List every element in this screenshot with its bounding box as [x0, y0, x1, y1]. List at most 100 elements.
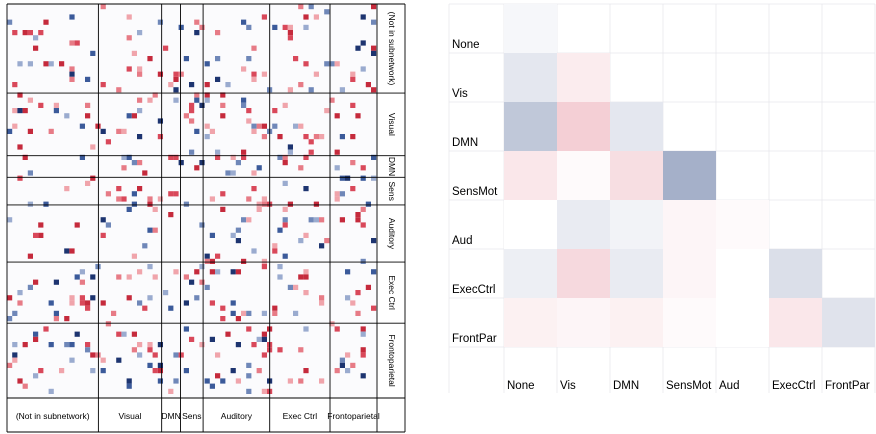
matrix-cell	[74, 222, 80, 228]
matrix-cell	[69, 66, 75, 72]
matrix-cell	[147, 56, 153, 62]
matrix-cell	[137, 108, 143, 114]
matrix-cell	[90, 144, 96, 150]
matrix-cell	[293, 284, 299, 290]
summary-cell	[557, 200, 610, 249]
matrix-cell	[303, 326, 309, 332]
matrix-cell	[22, 108, 28, 114]
matrix-cell	[173, 378, 179, 384]
matrix-cell	[256, 206, 262, 212]
matrix-cell	[241, 154, 247, 160]
matrix-cell	[230, 232, 236, 238]
matrix-cell	[85, 113, 91, 119]
matrix-cell	[345, 269, 351, 275]
matrix-cell	[360, 347, 366, 353]
matrix-cell	[27, 170, 33, 176]
matrix-cell	[111, 310, 117, 316]
matrix-cell	[183, 368, 189, 374]
matrix-cell	[157, 71, 163, 77]
matrix-cell	[173, 154, 179, 160]
matrix-cell	[287, 149, 293, 155]
matrix-cell	[235, 160, 241, 166]
matrix-cell	[272, 108, 278, 114]
matrix-cell	[173, 71, 179, 77]
matrix-cell	[209, 196, 215, 202]
matrix-cell	[121, 154, 127, 160]
matrix-cell	[261, 134, 267, 140]
matrix-cell	[163, 290, 169, 296]
matrix-cell	[142, 170, 148, 176]
matrix-cell	[33, 336, 39, 342]
matrix-cell	[199, 160, 205, 166]
matrix-cell	[204, 123, 210, 129]
matrix-cell	[183, 201, 189, 207]
matrix-cell	[142, 243, 148, 249]
summary-cell	[610, 249, 663, 298]
matrix-cell	[85, 342, 91, 348]
matrix-cell	[334, 113, 340, 119]
matrix-cell	[189, 102, 195, 108]
matrix-cell	[360, 258, 366, 264]
matrix-cell	[147, 362, 153, 368]
matrix-cell	[360, 165, 366, 171]
matrix-cell	[33, 331, 39, 337]
matrix-cell	[194, 19, 200, 25]
matrix-cell	[126, 378, 132, 384]
matrix-cell	[215, 253, 221, 259]
matrix-cell	[131, 331, 137, 337]
matrix-cell	[339, 217, 345, 223]
matrix-cell	[100, 368, 106, 374]
matrix-cell	[355, 113, 361, 119]
matrix-cell	[371, 175, 377, 181]
row-label: FrontPar	[452, 333, 497, 345]
matrix-cell	[147, 295, 153, 301]
matrix-cell	[287, 87, 293, 93]
matrix-cell	[157, 19, 163, 25]
matrix-cell	[194, 295, 200, 301]
matrix-cell	[17, 61, 23, 67]
matrix-cell	[319, 217, 325, 223]
matrix-cell	[33, 232, 39, 238]
matrix-cell	[147, 342, 153, 348]
summary-cell	[610, 200, 663, 249]
matrix-cell	[339, 191, 345, 197]
matrix-cell	[215, 76, 221, 82]
matrix-cell	[100, 357, 106, 363]
matrix-cell	[303, 186, 309, 192]
matrix-cell	[100, 217, 106, 223]
matrix-cell	[308, 149, 314, 155]
matrix-cell	[27, 201, 33, 207]
matrix-cell	[7, 295, 13, 301]
matrix-cell	[100, 300, 106, 306]
matrix-cell	[220, 305, 226, 311]
matrix-cell	[137, 342, 143, 348]
matrix-cell	[261, 201, 267, 207]
matrix-cell	[116, 331, 122, 337]
matrix-cell	[17, 144, 23, 150]
matrix-cell	[261, 264, 267, 270]
matrix-cell	[152, 274, 158, 280]
matrix-cell	[189, 336, 195, 342]
matrix-cell	[246, 217, 252, 223]
matrix-cell	[287, 284, 293, 290]
matrix-cell	[100, 128, 106, 134]
matrix-cell	[173, 269, 179, 275]
matrix-cell	[126, 14, 132, 20]
matrix-cell	[12, 342, 18, 348]
matrix-cell	[85, 102, 91, 108]
matrix-cell	[38, 102, 44, 108]
matrix-cell	[350, 134, 356, 140]
matrix-cell	[209, 383, 215, 389]
summary-cell	[716, 249, 769, 298]
matrix-cell	[303, 269, 309, 275]
matrix-cell	[308, 139, 314, 145]
matrix-cell	[137, 71, 143, 77]
matrix-cell	[147, 196, 153, 202]
matrix-cell	[371, 154, 377, 160]
matrix-cell	[147, 347, 153, 353]
side-group-label: (Not in subnetwork)	[387, 12, 397, 86]
matrix-cell	[137, 97, 143, 103]
matrix-cell	[220, 92, 226, 98]
matrix-cell	[261, 14, 267, 20]
matrix-cell	[199, 264, 205, 270]
